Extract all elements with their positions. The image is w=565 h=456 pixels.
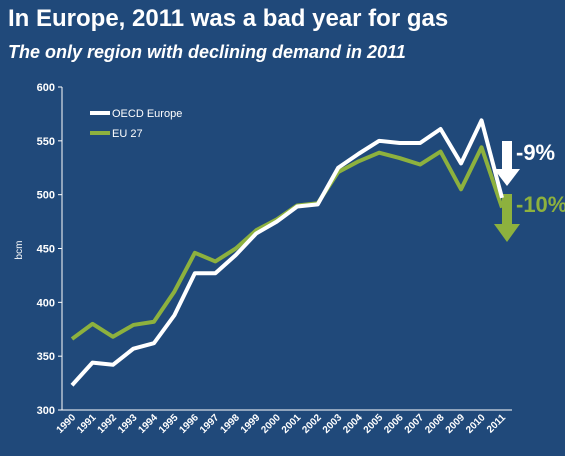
y-tick-label: 550 bbox=[37, 136, 55, 148]
green-arrow-shaft bbox=[502, 194, 512, 224]
y-tick-label: 300 bbox=[37, 405, 55, 417]
white-arrow-head bbox=[494, 169, 520, 186]
chart-title: In Europe, 2011 was a bad year for gas bbox=[8, 5, 448, 32]
annotation: -9% bbox=[516, 140, 555, 165]
y-tick-label: 450 bbox=[37, 244, 55, 256]
chart-subtitle: The only region with declining demand in… bbox=[8, 42, 406, 62]
legend-label: OECD Europe bbox=[112, 108, 182, 120]
annotation: -10% bbox=[516, 192, 565, 217]
y-axis-label: bcm bbox=[14, 241, 25, 260]
decline-arrows bbox=[494, 141, 520, 242]
line-series bbox=[70, 118, 504, 387]
white-arrow-shaft bbox=[502, 141, 512, 169]
y-tick-label: 600 bbox=[37, 82, 55, 94]
y-tick-label: 350 bbox=[37, 351, 55, 363]
legend-label: EU 27 bbox=[112, 128, 143, 140]
y-tick-label: 400 bbox=[37, 297, 55, 309]
green-arrow-head bbox=[494, 224, 520, 242]
y-tick-label: 500 bbox=[37, 190, 55, 202]
